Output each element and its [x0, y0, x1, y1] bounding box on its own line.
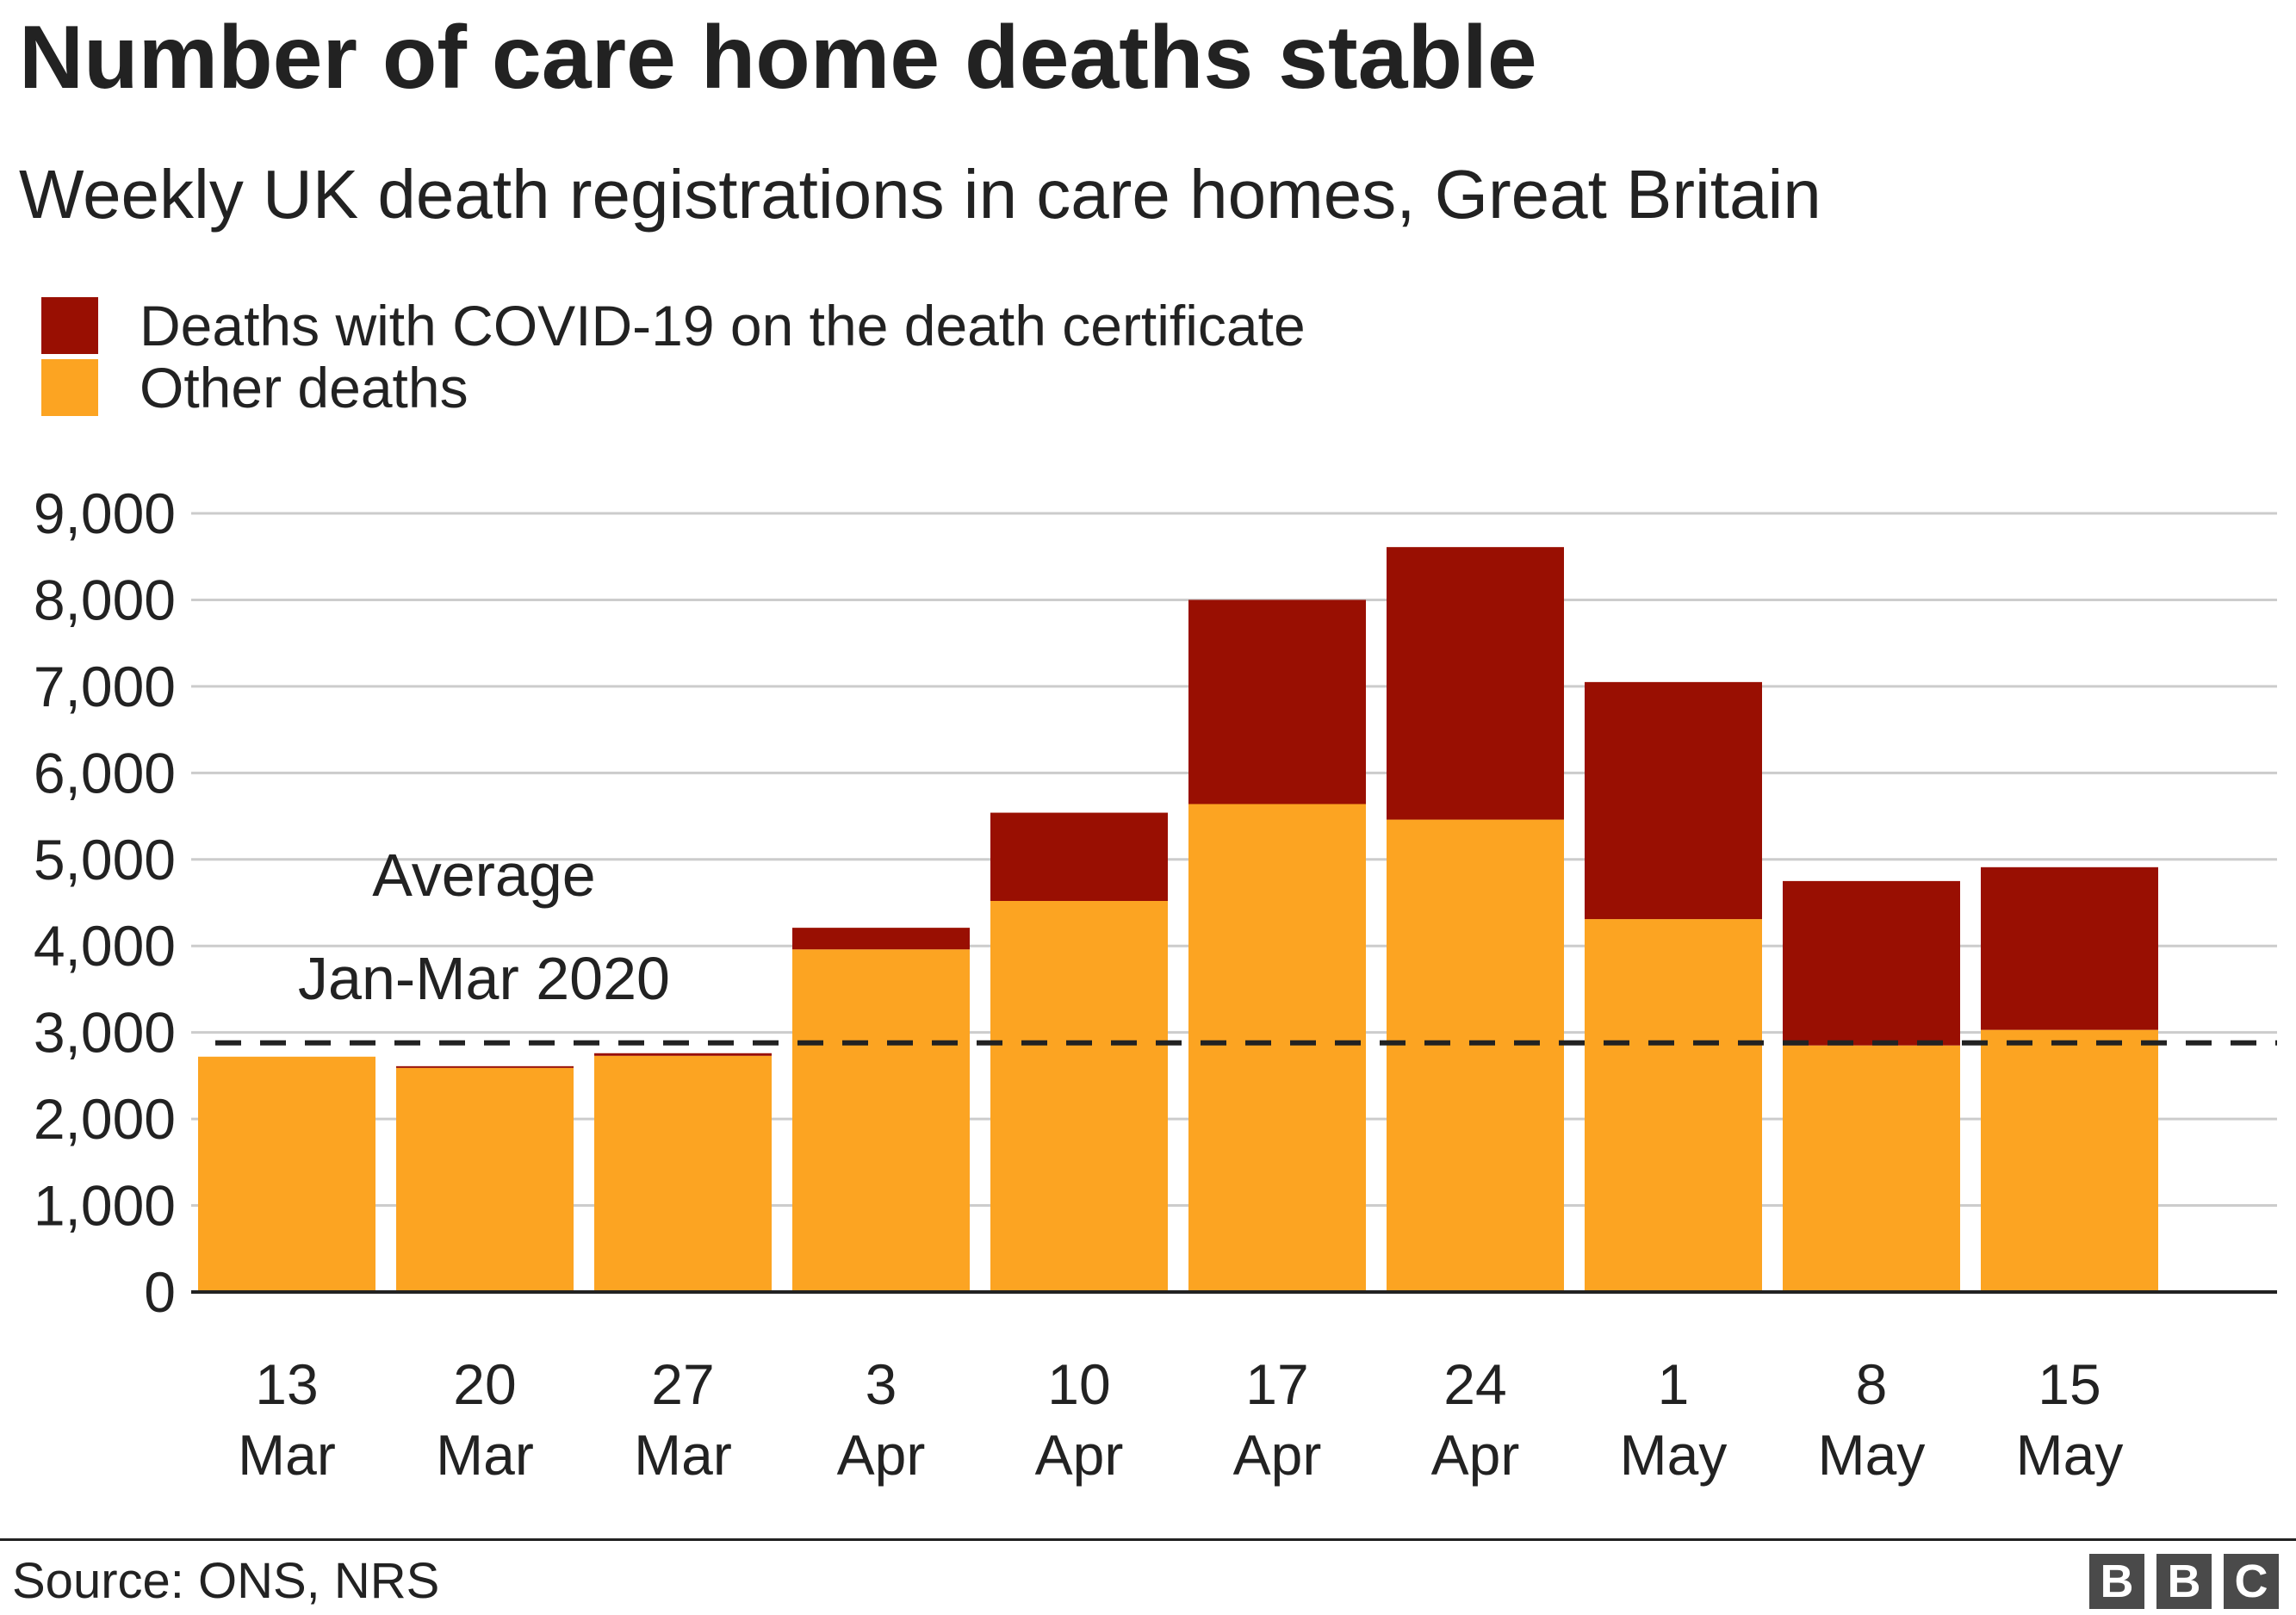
bbc-logo-block-1: B [2089, 1554, 2144, 1609]
x-tick-label: Mar [238, 1423, 336, 1487]
bar-covid [1387, 547, 1564, 820]
legend-swatch-other [41, 359, 98, 416]
x-tick-label: Apr [1233, 1423, 1322, 1487]
y-tick-label: 9,000 [34, 481, 176, 545]
legend-item-other: Other deaths [41, 355, 469, 420]
y-tick-label: 3,000 [34, 1001, 176, 1065]
footer-rule [0, 1538, 2296, 1541]
annotation-average-line1: Average [372, 842, 595, 909]
bar-covid [1783, 880, 1960, 1046]
x-tick-label: 1 [1658, 1352, 1690, 1416]
bar-other [594, 1055, 772, 1292]
legend-item-covid: Deaths with COVID-19 on the death certif… [41, 293, 1306, 358]
y-tick-label: 1,000 [34, 1174, 176, 1238]
x-tick-label: 17 [1245, 1352, 1308, 1416]
source-note: Source: ONS, NRS [12, 1553, 440, 1609]
x-tick-label: 20 [453, 1352, 516, 1416]
x-tick-label: Apr [1035, 1423, 1124, 1487]
chart-title: Number of care home deaths stable [19, 8, 1537, 108]
x-tick-label: Apr [837, 1423, 926, 1487]
bar-covid [1585, 681, 1762, 920]
bar-covid [1981, 867, 2158, 1030]
x-tick-label: May [1620, 1423, 1728, 1487]
chart-subtitle: Weekly UK death registrations in care ho… [19, 156, 1821, 233]
bar-covid [792, 928, 970, 950]
bar-other [990, 900, 1168, 1292]
y-tick-label: 4,000 [34, 914, 176, 978]
bar-other [1387, 819, 1564, 1292]
x-tick-label: 13 [255, 1352, 318, 1416]
bar-other [198, 1056, 375, 1292]
bar-other [1981, 1029, 2158, 1292]
y-tick-label: 0 [144, 1260, 176, 1324]
x-tick-label: 10 [1047, 1352, 1110, 1416]
y-tick-label: 5,000 [34, 828, 176, 891]
y-tick-label: 7,000 [34, 655, 176, 718]
bar-other [1783, 1045, 1960, 1292]
x-tick-label: 15 [2038, 1352, 2101, 1416]
bar-covid [990, 812, 1168, 901]
bar-covid [396, 1065, 574, 1068]
bar-other [396, 1067, 574, 1292]
bar-other [792, 949, 970, 1292]
legend-swatch-covid [41, 297, 98, 354]
x-tick-label: 24 [1443, 1352, 1506, 1416]
x-tick-label: May [1818, 1423, 1926, 1487]
x-tick-label: Apr [1431, 1423, 1520, 1487]
bar-chart: 0 1,000 2,000 3,000 4,000 5,000 6,000 7,000 8,00… [34, 481, 2277, 1487]
x-tick-label: Mar [634, 1423, 732, 1487]
x-tick-label: May [2016, 1423, 2124, 1487]
bbc-logo-block-2: B [2156, 1554, 2212, 1609]
y-tick-label: 6,000 [34, 741, 176, 804]
annotation-average-line2: Jan-Mar 2020 [298, 945, 670, 1012]
bar-other [1585, 919, 1762, 1292]
bar-other [1188, 804, 1366, 1292]
bar-covid [1188, 599, 1366, 804]
bar-covid [594, 1053, 772, 1056]
y-tick-label: 2,000 [34, 1087, 176, 1151]
legend-label-other: Other deaths [140, 356, 469, 419]
x-tick-label: 8 [1856, 1352, 1888, 1416]
legend-label-covid: Deaths with COVID-19 on the death certif… [140, 294, 1306, 357]
x-tick-label: 3 [866, 1352, 897, 1416]
bbc-logo-block-3: C [2224, 1554, 2279, 1609]
x-tick-label: 27 [651, 1352, 714, 1416]
y-tick-label: 8,000 [34, 568, 176, 631]
x-tick-label: Mar [436, 1423, 534, 1487]
